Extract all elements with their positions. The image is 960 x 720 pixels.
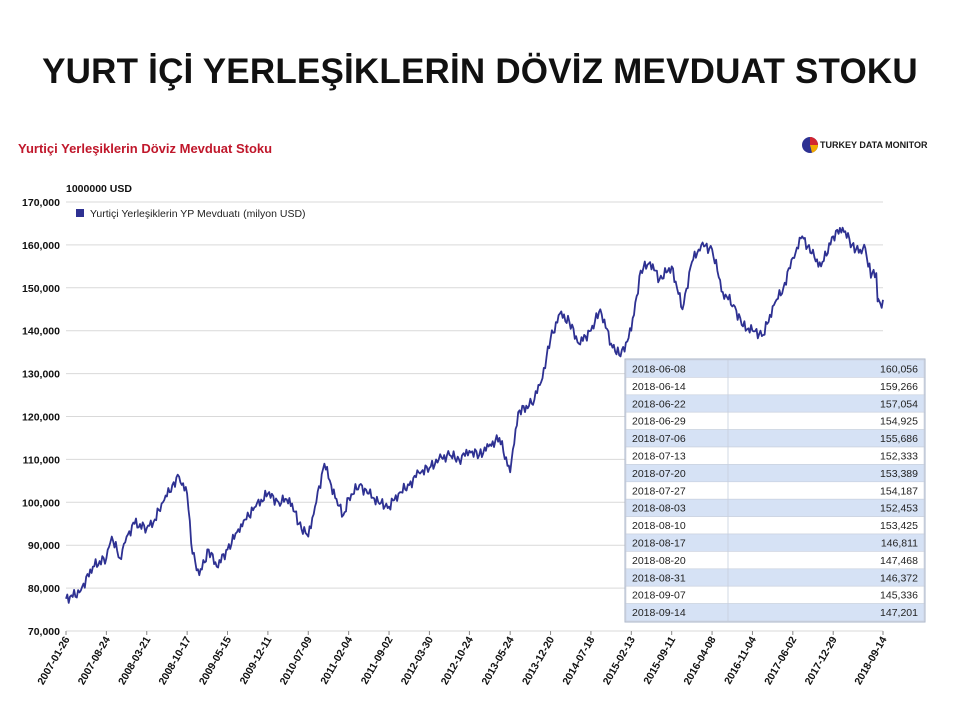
x-tick-label: 2009-12-11 [238,634,275,686]
x-tick-label: 2009-05-15 [197,634,234,687]
table-cell-value: 155,686 [880,433,918,445]
x-tick-label: 2014-07-18 [560,634,597,687]
table-cell-date: 2018-06-08 [632,364,686,376]
x-tick-label: 2015-02-13 [601,634,638,687]
table-row: 2018-08-03 152,453 [625,498,925,517]
table-cell-value: 153,389 [880,468,918,480]
table-row: 2018-08-20 147,468 [625,551,925,570]
table-cell-value: 153,425 [880,520,918,532]
x-tick-label: 2012-10-24 [439,634,476,687]
table-row: 2018-06-22 157,054 [625,394,925,413]
table-cell-date: 2018-09-07 [632,590,686,602]
table-cell-value: 154,925 [880,416,918,428]
y-tick-label: 170,000 [22,197,60,209]
x-tick-label: 2008-10-17 [156,634,193,687]
table-row: 2018-08-31 146,372 [625,568,925,587]
table-cell-date: 2018-08-31 [632,572,686,584]
table-row: 2018-09-07 145,336 [625,585,925,604]
table-row: 2018-07-27 154,187 [625,481,925,500]
table-row: 2018-08-10 153,425 [625,516,925,535]
x-tick-label: 2011-02-04 [318,634,355,686]
x-tick-label: 2016-11-04 [722,634,759,686]
table-cell-value: 146,372 [880,572,918,584]
table-cell-value: 152,333 [880,451,918,463]
table-cell-value: 160,056 [880,364,918,376]
table-row: 2018-07-13 152,333 [625,446,925,465]
slide-title: YURT İÇİ YERLEŞİKLERİN DÖVİZ MEVDUAT STO… [42,52,918,91]
table-cell-date: 2018-07-06 [632,433,686,445]
table-cell-date: 2018-07-27 [632,485,686,497]
x-tick-label: 2008-03-21 [116,634,153,687]
table-row: 2018-09-14 147,201 [625,603,925,622]
x-tick-label: 2013-12-20 [520,634,557,687]
table-row: 2018-06-14 159,266 [625,377,925,396]
table-cell-date: 2018-08-20 [632,555,686,567]
table-cell-date: 2018-09-14 [632,607,686,619]
table-cell-date: 2018-07-13 [632,451,686,463]
y-tick-label: 160,000 [22,240,60,252]
table-cell-date: 2018-08-10 [632,520,686,532]
table-row: 2018-06-29 154,925 [625,411,925,430]
table-cell-value: 147,201 [880,607,918,619]
brand-logo: TURKEY DATA MONITOR [802,137,928,153]
chart-title: Yurtiçi Yerleşiklerin Döviz Mevduat Stok… [18,141,272,156]
table-cell-date: 2018-08-03 [632,503,686,515]
brand-name: TURKEY DATA MONITOR [820,140,928,150]
x-tick-label: 2013-05-24 [480,634,517,687]
y-tick-label: 140,000 [22,326,60,338]
y-tick-label: 150,000 [22,283,60,295]
table-cell-date: 2018-07-20 [632,468,686,480]
legend-swatch [76,209,84,217]
y-tick-label: 100,000 [22,497,60,509]
x-tick-label: 2016-04-08 [681,634,718,687]
y-tick-label: 110,000 [23,454,61,466]
x-tick-label: 2015-09-11 [641,634,678,686]
table-cell-date: 2018-06-14 [632,381,686,393]
table-cell-value: 145,336 [880,590,918,602]
x-tick-label: 2011-09-02 [359,634,396,686]
unit-label: 1000000 USD [66,183,132,195]
y-tick-label: 90,000 [28,540,60,552]
x-tick-label: 2010-07-09 [278,634,315,687]
y-tick-label: 70,000 [28,626,60,638]
table-cell-value: 157,054 [880,398,918,410]
y-tick-label: 120,000 [22,412,60,424]
table-cell-value: 147,468 [880,555,918,567]
x-tick-label: 2007-08-24 [76,634,113,687]
table-cell-date: 2018-08-17 [632,538,686,550]
legend-label: Yurtiçi Yerleşiklerin YP Mevduatı (milyo… [90,208,306,220]
table-cell-value: 146,811 [881,538,918,550]
x-tick-label: 2007-01-26 [35,634,72,687]
table-cell-value: 159,266 [880,381,918,393]
table-cell-value: 154,187 [880,485,918,497]
y-axis: 170,000 160,000 150,000 140,000 130,000 120,0… [22,197,60,638]
x-axis: 2007-01-26 2007-08-24 2008-03-21 2008-10-17… [35,631,890,687]
x-tick-label: 2018-09-14 [852,634,889,687]
series-layer [65,226,884,604]
table-row: 2018-07-06 155,686 [625,429,925,448]
table-row: 2018-07-20 153,389 [625,464,925,483]
legend: Yurtiçi Yerleşiklerin YP Mevduatı (milyo… [76,208,306,220]
table-row: 2018-06-08 160,056 [625,359,925,378]
series-line [65,226,884,604]
pie-logo-icon [802,137,818,153]
table-cell-date: 2018-06-29 [632,416,686,428]
y-tick-label: 130,000 [22,369,60,381]
table-cell-value: 152,453 [880,503,918,515]
table-row-bg [625,603,925,622]
y-tick-label: 80,000 [28,583,60,595]
x-tick-label: 2017-06-02 [762,634,799,687]
x-tick-label: 2017-12-29 [803,634,840,687]
table-row: 2018-08-17 146,811 [625,533,925,552]
table-cell-date: 2018-06-22 [632,398,686,410]
x-tick-label: 2012-03-30 [399,634,436,687]
